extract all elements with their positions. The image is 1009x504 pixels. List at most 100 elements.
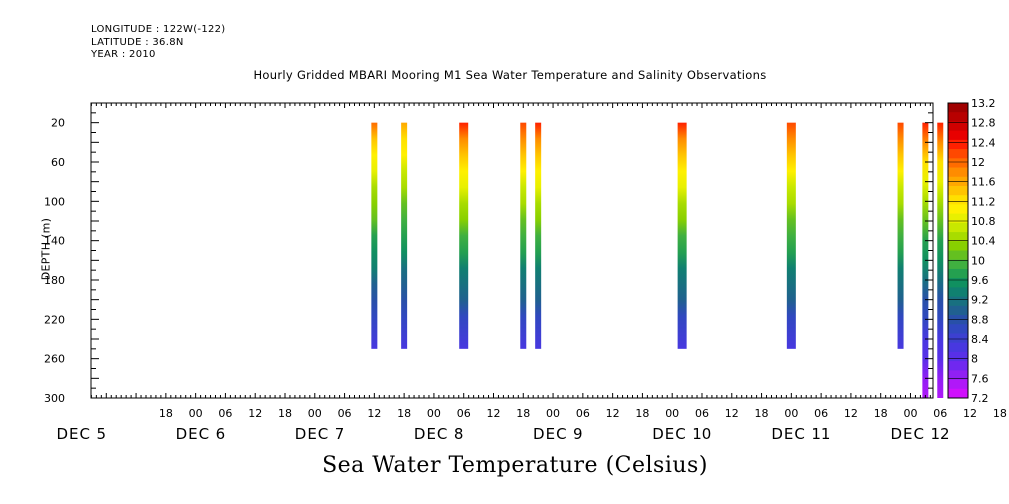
x-hour-label: 00 [308,407,322,420]
colorbar-segment [948,204,968,215]
temperature-profile [677,122,687,349]
x-hour-label: 12 [367,407,381,420]
x-hour-label: 12 [844,407,858,420]
x-hour-label: 06 [695,407,709,420]
x-day-label-month: DEC [771,425,806,443]
temperature-profile [371,122,378,349]
x-hour-label: 18 [874,407,888,420]
colorbar-label: 9.6 [971,274,989,287]
x-day-label-day: 9 [573,425,583,443]
colorbar-label: 12.8 [971,117,996,130]
colorbar-segment [948,103,968,113]
x-hour-label: 00 [546,407,560,420]
x-hour-label: 06 [933,407,947,420]
x-hour-label: 18 [278,407,292,420]
plot-frame [90,102,934,399]
colorbar-segment [948,388,968,399]
colorbar-segment [948,185,968,196]
x-axis: 18 00 06 12 18 00 06 12 18 00 06 12 18 00 06 12 18 00 06 12… [57,103,1007,443]
colorbar-label: 11.2 [971,195,996,208]
x-day-label-month: DEC [414,425,449,443]
x-hour-label: 06 [457,407,471,420]
colorbar-segment [948,158,968,168]
x-hour-label: 12 [606,407,620,420]
temperature-profile [520,122,527,349]
colorbar-segment [948,379,968,390]
temperature-profile [459,122,469,349]
profiles-layer [371,122,944,399]
y-tick-label: 260 [44,353,65,366]
x-hour-label: 18 [993,407,1007,420]
x-hour-label: 06 [576,407,590,420]
temperature-profile [937,122,944,399]
colorbar-label: 7.6 [971,372,989,385]
y-tick-label: 300 [44,392,65,405]
x-day-label-month: DEC [57,425,92,443]
colorbar-segment [948,278,968,288]
x-hour-label: 18 [397,407,411,420]
colorbar-label: 12.4 [971,136,996,149]
colorbar-segment [948,342,968,353]
temperature-profile [786,122,796,349]
y-tick-label: 220 [44,313,65,326]
y-axis: 20 60 100 140 180 220 260 300 [44,102,933,405]
colorbar-segment [948,130,968,141]
x-day-label-month: DEC [890,425,925,443]
chart-title: Hourly Gridded MBARI Mooring M1 Sea Wate… [253,68,767,82]
colorbar-segment [948,112,968,122]
y-tick-label: 180 [44,274,65,287]
x-hour-label: 00 [665,407,679,420]
x-day-label-day: 5 [97,425,107,443]
x-day-label-day: 11 [811,425,830,443]
x-hour-label: 12 [725,407,739,420]
y-tick-label: 100 [44,195,65,208]
x-hour-label: 18 [635,407,649,420]
x-day-label-day: 12 [930,425,949,443]
x-hour-label: 18 [516,407,530,420]
x-hour-label: 12 [486,407,500,420]
colorbar-label: 8.8 [971,313,989,326]
x-hour-label: 00 [903,407,917,420]
temperature-profile [535,122,542,349]
colorbar-segment [948,305,968,316]
x-hour-label: 00 [189,407,203,420]
y-tick-label: 20 [51,117,65,130]
colorbar-segment [948,296,968,307]
x-hour-label: 12 [963,407,977,420]
colorbar-label: 7.2 [971,392,989,405]
latitude-label: LATITUDE : 36.8N [91,36,184,48]
colorbar-segment [948,370,968,380]
metadata-block: LONGITUDE : 122W(-122) LATITUDE : 36.8N … [91,24,226,62]
colorbar-title: Sea Water Temperature (Celsius) [322,453,708,478]
colorbar-segment [948,121,968,132]
colorbar-segment [948,222,968,233]
longitude-label: LONGITUDE : 122W(-122) [91,24,226,35]
colorbar-segment [948,213,968,224]
colorbar-label: 12 [971,156,985,169]
colorbar: 13.2 12.8 12.4 12 11.6 11.2 10.8 10.4 10 9.6 9.2 8.… [947,97,996,405]
colorbar-segment [948,333,968,344]
colorbar-label: 8.4 [971,333,989,346]
x-day-label-day: 7 [335,425,345,443]
colorbar-segment [948,149,968,159]
x-hour-label: 06 [338,407,352,420]
colorbar-segment [948,241,968,251]
colorbar-label: 8 [971,353,978,366]
colorbar-label: 9.2 [971,294,989,307]
colorbar-label: 10.4 [971,235,996,248]
colorbar-label: 10 [971,254,985,267]
colorbar-segment [948,232,968,242]
colorbar-segment [948,287,968,297]
x-hour-label: 12 [248,407,262,420]
x-hour-label: 00 [784,407,798,420]
x-day-label-month: DEC [295,425,330,443]
colorbar-segment [948,195,968,205]
temperature-profile [401,122,408,349]
x-hour-label: 18 [159,407,173,420]
y-tick-label: 140 [44,235,65,248]
x-day-label-day: 10 [692,425,711,443]
temperature-profile [897,122,904,349]
colorbar-segment [948,268,968,279]
colorbar-segment [948,351,968,362]
